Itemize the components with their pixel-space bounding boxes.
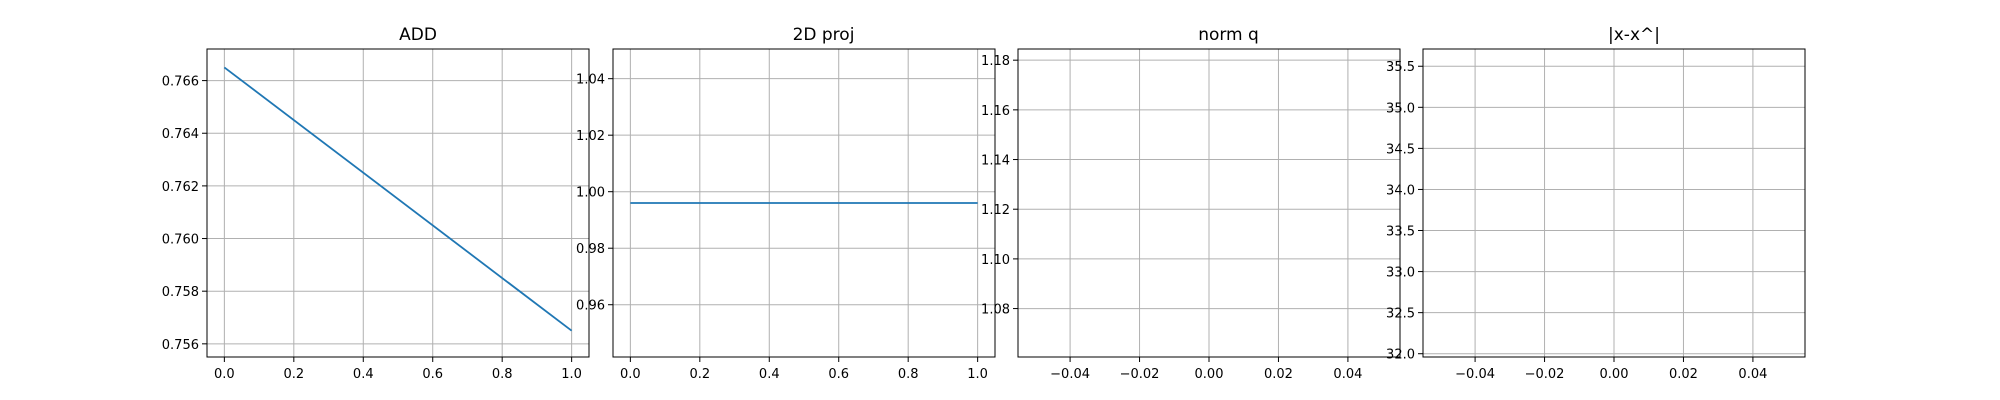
y-tick-label: 1.00 bbox=[576, 186, 605, 201]
x-tick-label: 0.4 bbox=[759, 367, 780, 382]
x-tick-label: 0.0 bbox=[620, 367, 641, 382]
y-tick-label: 1.12 bbox=[981, 203, 1010, 218]
y-tick-label: 32.0 bbox=[1386, 348, 1415, 363]
subplot-title: ADD bbox=[399, 25, 437, 45]
subplot-title: 2D proj bbox=[793, 25, 855, 45]
y-tick-label: 0.756 bbox=[162, 338, 199, 353]
series-line bbox=[223, 66, 573, 332]
y-tick-label: 33.0 bbox=[1386, 266, 1415, 281]
y-tick-label: 1.18 bbox=[981, 54, 1010, 69]
y-tick-label: 1.14 bbox=[981, 154, 1010, 169]
subplot-abs-error: |x-x^| −0.04 −0.02 0.00 0.02 0.04 32.0 32.5 33.… bbox=[1386, 25, 1806, 382]
axes-frame bbox=[206, 48, 590, 358]
y-tick-label: 35.0 bbox=[1386, 101, 1415, 116]
subplot-title: |x-x^| bbox=[1608, 25, 1660, 45]
subplot-add: ADD 0.0 0.2 0.4 0.6 0.8 1.0 0.756 0.758 0.760 0.7… bbox=[162, 25, 590, 382]
y-tick-label: 0.766 bbox=[162, 75, 199, 90]
x-tick-label: 0.02 bbox=[1669, 367, 1698, 382]
plot-area-2d-proj: 0.0 0.2 0.4 0.6 0.8 1.0 0.96 0.98 1.00 1.02 1.04 bbox=[576, 48, 996, 382]
x-tick-label: 0.02 bbox=[1264, 367, 1293, 382]
y-tick-label: 34.0 bbox=[1386, 183, 1415, 198]
x-tick-label: −0.04 bbox=[1455, 367, 1495, 382]
plot-area-abs-error: −0.04 −0.02 0.00 0.02 0.04 32.0 32.5 33.0 33.5 34… bbox=[1386, 48, 1806, 382]
x-tick-label: 0.6 bbox=[828, 367, 849, 382]
x-tick-label: 1.0 bbox=[967, 367, 988, 382]
y-tick-label: 1.04 bbox=[576, 73, 605, 88]
x-tick-label: 0.2 bbox=[689, 367, 710, 382]
x-tick-label: 0.04 bbox=[1738, 367, 1767, 382]
x-tick-label: 0.6 bbox=[422, 367, 443, 382]
y-tick-label: 0.98 bbox=[576, 242, 605, 257]
y-tick-label: 1.02 bbox=[576, 129, 605, 144]
x-tick-label: 0.8 bbox=[492, 367, 513, 382]
x-tick-label: 0.0 bbox=[214, 367, 235, 382]
x-tick-label: −0.02 bbox=[1525, 367, 1565, 382]
x-tick-label: 0.00 bbox=[1600, 367, 1629, 382]
x-tick-label: 0.8 bbox=[898, 367, 919, 382]
x-tick-label: 0.4 bbox=[353, 367, 374, 382]
subplot-2d-proj: 2D proj 0.0 0.2 0.4 0.6 0.8 1.0 0.96 0.98 1.00 1.… bbox=[576, 25, 996, 382]
y-tick-label: 0.762 bbox=[162, 180, 199, 195]
x-tick-label: 0.00 bbox=[1195, 367, 1224, 382]
y-tick-label: 33.5 bbox=[1386, 225, 1415, 240]
x-tick-label: −0.02 bbox=[1120, 367, 1160, 382]
y-tick-label: 0.760 bbox=[162, 233, 199, 248]
y-tick-label: 1.10 bbox=[981, 253, 1010, 268]
y-tick-label: 34.5 bbox=[1386, 142, 1415, 157]
x-tick-label: 1.0 bbox=[561, 367, 582, 382]
plot-area-add: 0.0 0.2 0.4 0.6 0.8 1.0 0.756 0.758 0.760 0.762 0.… bbox=[162, 48, 590, 382]
plot-area-norm-q: −0.04 −0.02 0.00 0.02 0.04 1.08 1.10 1.12 1.14 1.… bbox=[981, 48, 1401, 382]
y-tick-label: 0.764 bbox=[162, 127, 199, 142]
x-tick-label: 0.2 bbox=[283, 367, 304, 382]
y-tick-label: 0.758 bbox=[162, 285, 199, 300]
subplot-title: norm q bbox=[1198, 25, 1259, 45]
y-tick-label: 1.08 bbox=[981, 303, 1010, 318]
x-tick-label: −0.04 bbox=[1050, 367, 1090, 382]
x-tick-label: 0.04 bbox=[1333, 367, 1362, 382]
subplot-norm-q: norm q −0.04 −0.02 0.00 0.02 0.04 1.08 1.10 1.1… bbox=[981, 25, 1401, 382]
y-tick-label: 32.5 bbox=[1386, 307, 1415, 322]
y-tick-label: 35.5 bbox=[1386, 60, 1415, 75]
y-tick-label: 1.16 bbox=[981, 104, 1010, 119]
y-tick-label: 0.96 bbox=[576, 299, 605, 314]
axes-frame bbox=[612, 48, 996, 358]
